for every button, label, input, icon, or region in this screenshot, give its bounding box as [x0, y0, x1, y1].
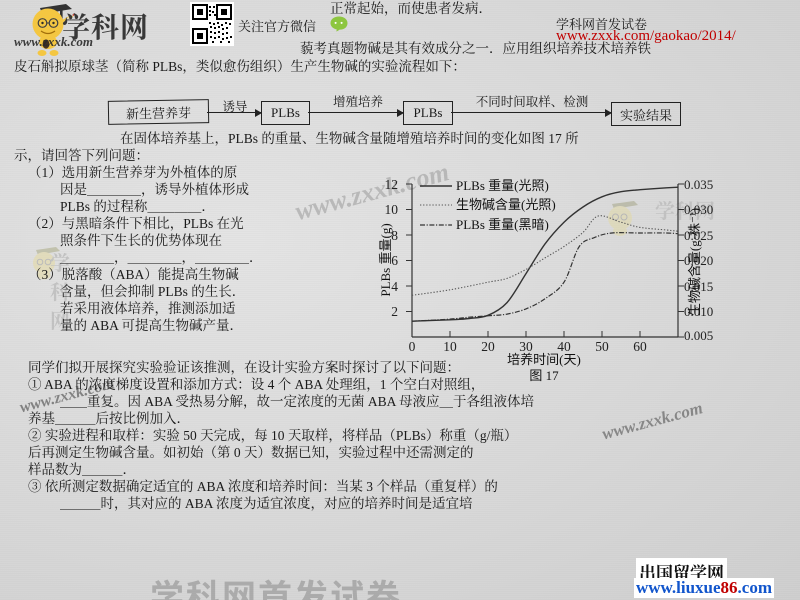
svg-text:生物碱含量(光照): 生物碱含量(光照)	[456, 197, 556, 212]
svg-text:PLBs 重量(g): PLBs 重量(g)	[378, 223, 393, 296]
svg-text:60: 60	[633, 339, 647, 354]
svg-text:0: 0	[409, 339, 416, 354]
svg-text:PLBs 重量(光照): PLBs 重量(光照)	[456, 178, 549, 193]
svg-text:培养时间(天): 培养时间(天)	[507, 352, 581, 367]
svg-text:2: 2	[391, 304, 398, 319]
svg-text:12: 12	[385, 177, 399, 192]
svg-text:PLBs 重量(黑暗): PLBs 重量(黑暗)	[456, 217, 549, 232]
svg-text:50: 50	[595, 339, 609, 354]
svg-text:10: 10	[443, 339, 457, 354]
svg-text:图 17: 图 17	[529, 368, 559, 383]
svg-text:10: 10	[385, 202, 399, 217]
svg-text:0.035: 0.035	[684, 177, 713, 192]
svg-text:0.005: 0.005	[684, 328, 713, 343]
svg-text:20: 20	[481, 339, 495, 354]
svg-text:生物碱含量(g·株⁻¹): 生物碱含量(g·株⁻¹)	[687, 208, 702, 316]
